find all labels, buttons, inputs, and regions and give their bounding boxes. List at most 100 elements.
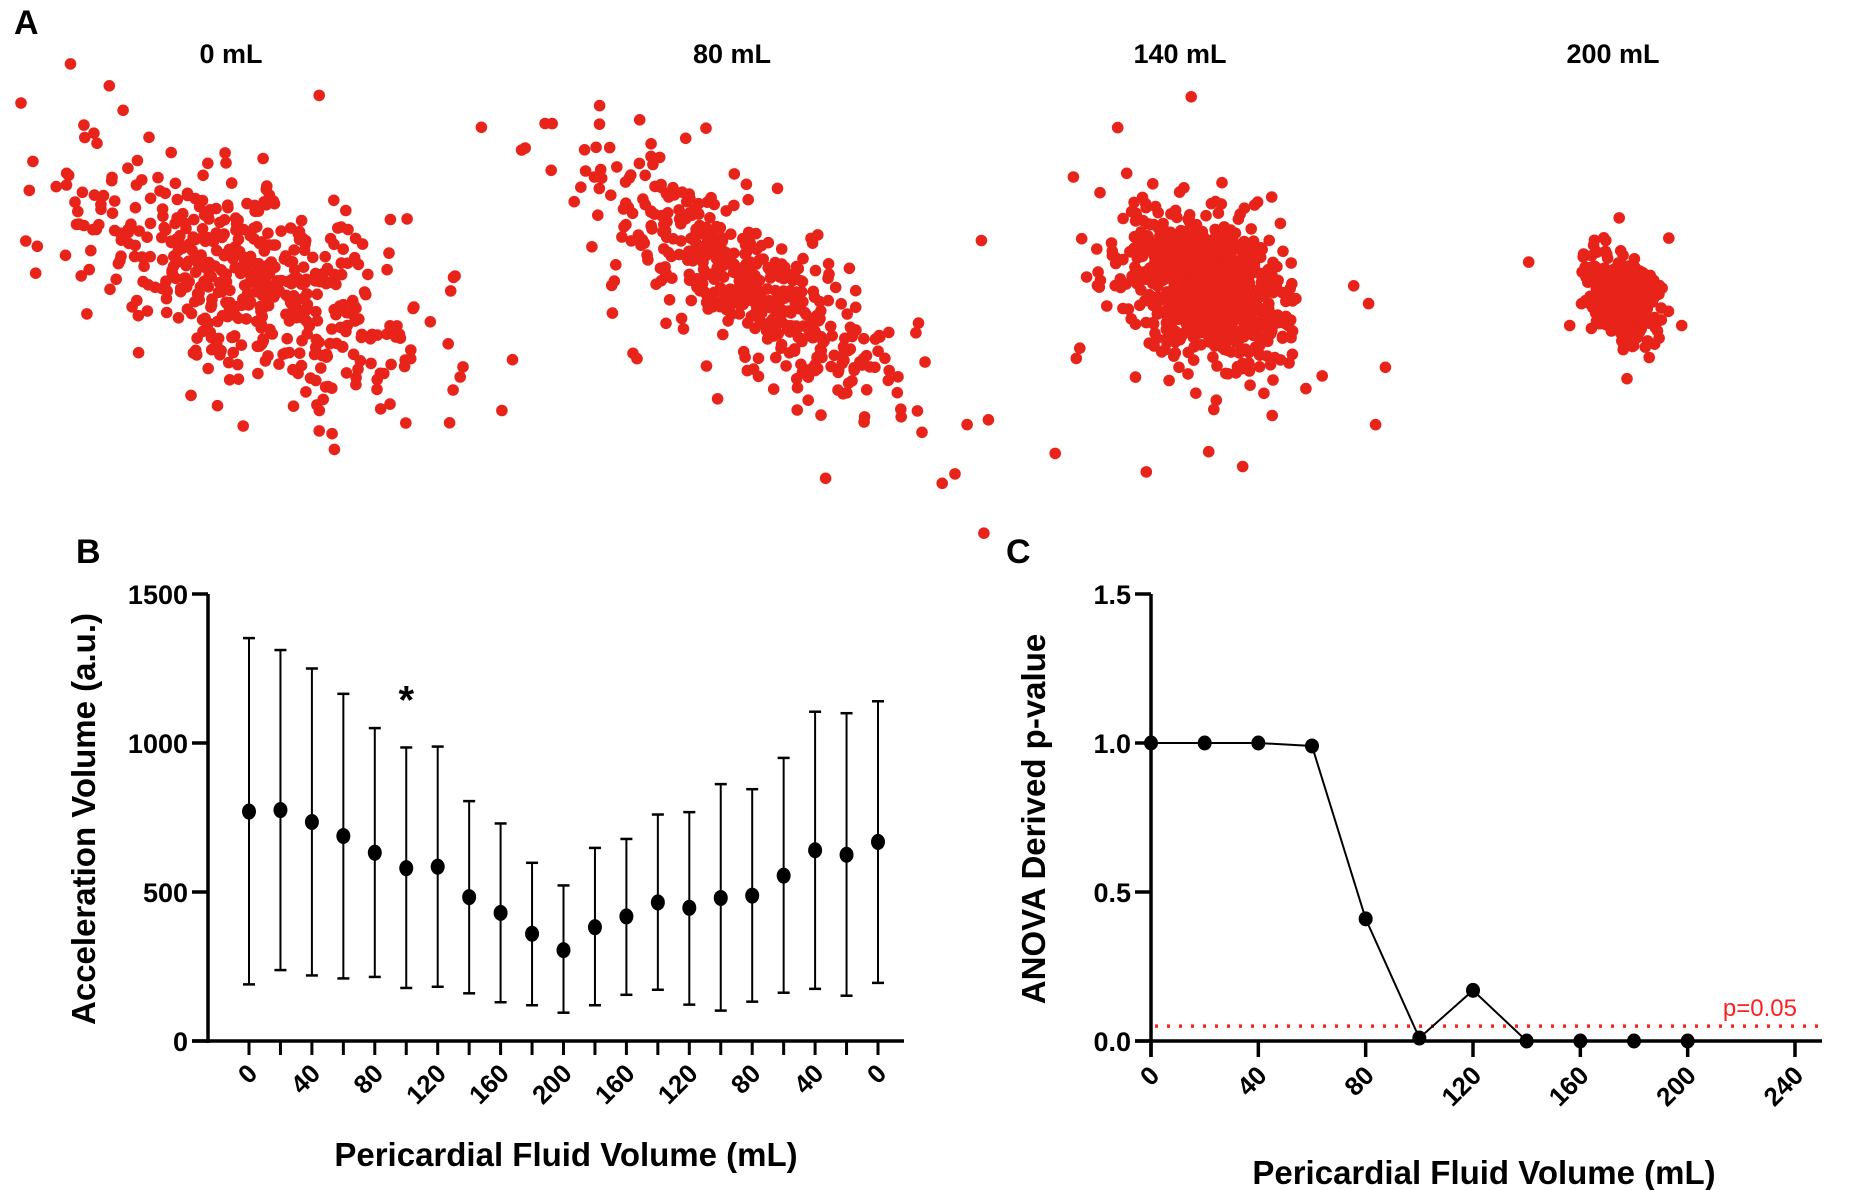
scatter-point [206, 293, 218, 305]
y-tick-label: 1.5 [1093, 580, 1131, 610]
scatter-point [91, 137, 103, 150]
scatter-point [720, 205, 732, 217]
scatter-point [655, 178, 667, 191]
scatter-point [342, 223, 354, 236]
scatter-point [1243, 277, 1256, 290]
scatter-point [667, 233, 679, 245]
scatter-point [869, 333, 882, 345]
scatter-point [645, 138, 657, 150]
scatter-point [1160, 323, 1173, 336]
scatter-point [815, 409, 827, 421]
scatter-point [722, 315, 734, 327]
scatter-point [229, 212, 242, 224]
scatter-point [690, 223, 702, 235]
scatter-point [1257, 320, 1269, 332]
scatter-point [1140, 201, 1152, 214]
scatter-point [658, 243, 670, 255]
scatter-point [1155, 291, 1168, 303]
scatter-point [1249, 263, 1261, 276]
scatter-point [354, 355, 367, 367]
scatter-point [593, 99, 606, 112]
scatter-point [1190, 231, 1203, 244]
scatter-point [575, 181, 587, 193]
scatter-point [203, 256, 215, 269]
scatter-point [1624, 281, 1636, 294]
scatter-point [752, 286, 764, 299]
scatter-point [136, 251, 148, 263]
x-tick-label: 120 [400, 1058, 452, 1110]
scatter-point [916, 426, 928, 439]
scatter-point [619, 176, 632, 188]
scatter-point [295, 359, 308, 372]
scatter-point [1218, 233, 1230, 245]
scatter-point [1148, 340, 1160, 352]
scatter-point [1120, 167, 1133, 180]
scatter-point [1131, 252, 1144, 264]
scatter-point [218, 249, 231, 262]
x-tick-label: 80 [1338, 1060, 1380, 1102]
scatter-point [849, 284, 862, 297]
scatter-point [1591, 263, 1603, 276]
scatter-point [704, 212, 716, 224]
scatter-point [1209, 318, 1222, 331]
scatter-point [713, 248, 725, 261]
scatter-point [1200, 209, 1212, 222]
mean-point [776, 867, 791, 884]
scatter-point [679, 132, 692, 145]
scatter-point [846, 330, 859, 343]
x-axis-label: Pericardial Fluid Volume (mL) [1252, 1154, 1715, 1190]
data-point [1144, 735, 1158, 751]
scatter-point [1196, 314, 1209, 327]
scatter-point [1157, 217, 1169, 230]
scatter-point [262, 227, 274, 239]
mean-point [745, 887, 760, 904]
scatter-point [1117, 212, 1129, 225]
scatter-point [220, 296, 232, 309]
scatter-point [187, 231, 199, 243]
scatter-point [1201, 328, 1214, 341]
scatter-point [424, 316, 437, 328]
data-point [1680, 1033, 1695, 1049]
scatter-point [1607, 291, 1619, 304]
scatter-point [660, 317, 672, 330]
scatter-point [261, 180, 273, 192]
scatter-point [141, 231, 153, 243]
scatter-point [131, 154, 144, 167]
mean-point [713, 889, 728, 906]
scatter-point [1195, 339, 1207, 351]
scatter-point [262, 295, 275, 307]
scatter-point [700, 122, 712, 134]
scatter-point [797, 252, 809, 265]
y-axis-label: ANOVA Derived p-value [1015, 634, 1052, 1004]
y-tick-label: 1.0 [1093, 729, 1131, 759]
scatter-point [675, 218, 687, 230]
scatter-point [1183, 323, 1195, 336]
scatter-point [1250, 284, 1262, 297]
scatter-point [1225, 246, 1238, 259]
scatter-point [300, 273, 313, 286]
scatter-point [27, 155, 39, 168]
scatter-point [745, 273, 757, 285]
scatter-point [238, 279, 251, 292]
scatter-point [603, 141, 616, 154]
scatter-point [842, 344, 855, 357]
scatter-point [1239, 296, 1251, 309]
scatter-point [685, 232, 697, 245]
scatter-point [240, 313, 253, 325]
scatter-point [741, 364, 754, 377]
scatter-point [400, 417, 412, 429]
mean-point [556, 942, 571, 959]
scatter-point [752, 352, 765, 365]
scatter-point [1210, 394, 1223, 407]
scatter-point [391, 320, 403, 332]
x-tick-label: 40 [284, 1058, 326, 1100]
scatter-point [319, 250, 332, 263]
scatter-point [136, 174, 148, 186]
scatter-point [1182, 368, 1194, 380]
y-tick-label: 500 [143, 878, 188, 908]
scatter-point [250, 286, 262, 298]
scatter-point [1263, 234, 1275, 247]
scatter-point [1249, 341, 1262, 353]
scatter-point [69, 196, 81, 208]
scatter-point [693, 246, 705, 259]
